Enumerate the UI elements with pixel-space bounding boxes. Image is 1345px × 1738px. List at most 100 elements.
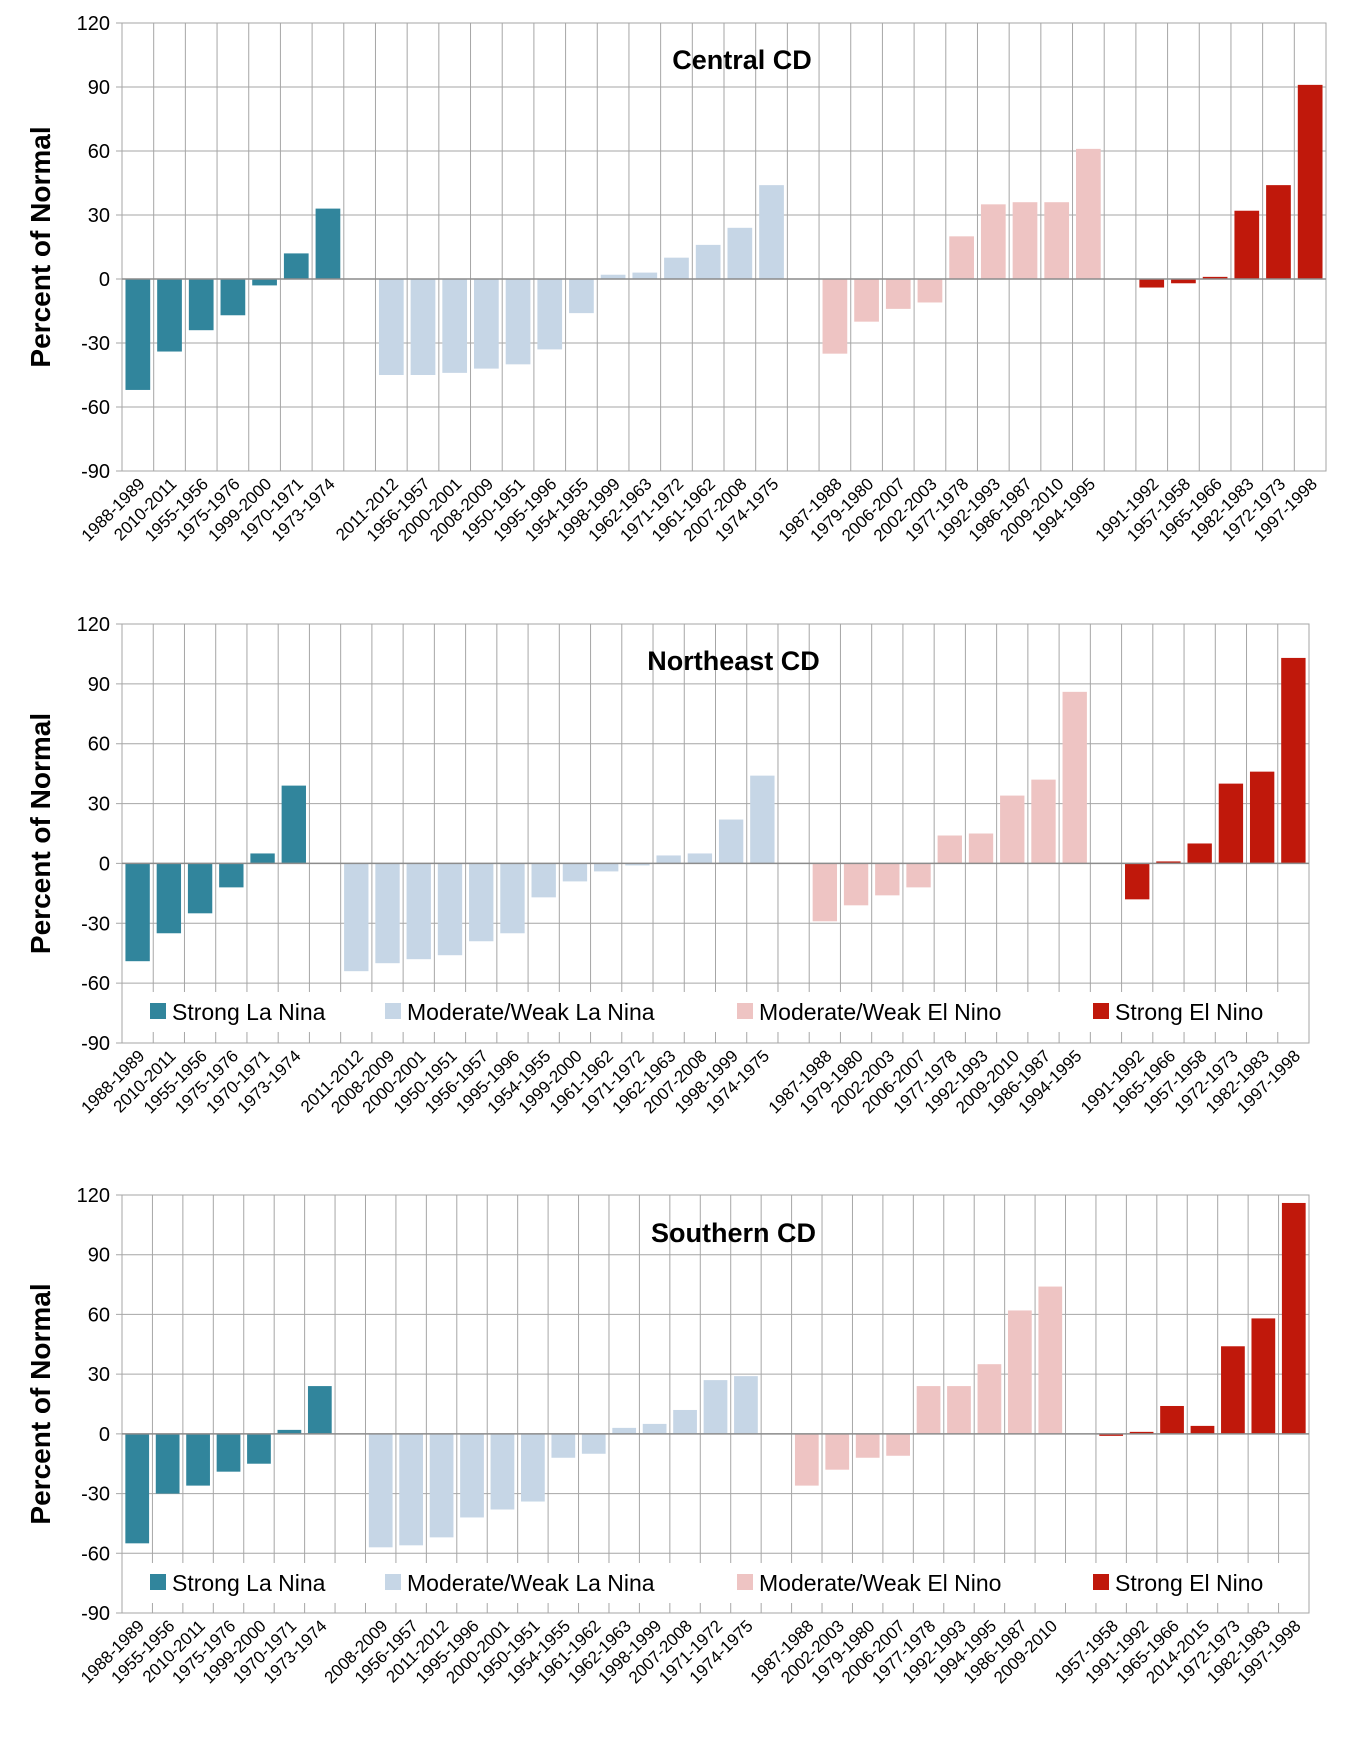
bar [460, 1433, 484, 1518]
y-axis-label: Percent of Normal [25, 713, 56, 954]
bar [551, 1433, 576, 1458]
bar [156, 863, 182, 934]
bar [125, 863, 150, 962]
y-tick-label: 120 [77, 13, 110, 35]
bar [917, 279, 943, 303]
bar [1187, 843, 1212, 864]
bar [759, 185, 784, 279]
bar [664, 257, 689, 279]
y-tick-label: 120 [77, 1185, 110, 1207]
y-tick-label: 60 [88, 141, 110, 163]
bar [315, 208, 341, 279]
bar [1221, 1346, 1245, 1434]
bar [1171, 279, 1196, 284]
chart-panel: -90-60-3003060901201988-19892010-2011195… [25, 614, 1310, 1117]
bar [250, 853, 275, 864]
bar [1076, 148, 1101, 279]
bar [474, 279, 499, 369]
bar [949, 236, 974, 279]
chart-title: Southern CD [651, 1218, 816, 1248]
y-tick-label: -30 [81, 1484, 110, 1506]
y-tick-label: -60 [81, 973, 110, 995]
bar [521, 1433, 545, 1502]
legend-swatch [737, 1003, 753, 1019]
bar [1281, 1202, 1306, 1434]
bar [1266, 185, 1291, 279]
bar [1190, 1425, 1215, 1434]
chart-title: Northeast CD [647, 646, 820, 676]
bar [977, 1364, 1002, 1434]
bar [612, 1427, 637, 1434]
bar [247, 1433, 271, 1464]
bar [1038, 1286, 1063, 1434]
bar [378, 279, 404, 375]
chart-panel: -90-60-3003060901201988-19891955-1956201… [25, 1185, 1310, 1687]
y-tick-label: 120 [77, 614, 110, 636]
bar [812, 863, 838, 922]
y-tick-label: 60 [88, 1304, 110, 1326]
legend-entry: Moderate/Weak El Nino [759, 999, 1001, 1025]
bar [822, 279, 848, 354]
legend-swatch [1093, 1574, 1109, 1590]
bar [216, 1433, 241, 1472]
y-tick-label: 30 [88, 205, 110, 227]
legend-entry: Strong La Nina [172, 999, 326, 1025]
bar [442, 279, 468, 373]
bar [406, 863, 431, 960]
bar [307, 1386, 332, 1434]
y-tick-label: -60 [81, 397, 110, 419]
bar [281, 785, 306, 864]
bar [581, 1433, 606, 1454]
bar [1007, 1310, 1032, 1434]
bar [410, 279, 436, 375]
legend-entry: Strong El Nino [1115, 1570, 1263, 1596]
bar [537, 279, 563, 350]
bar [125, 1433, 150, 1544]
bar [1281, 657, 1306, 864]
bar [642, 1423, 667, 1434]
y-tick-label: -90 [81, 1033, 110, 1055]
y-tick-label: -90 [81, 1603, 110, 1625]
y-tick-label: 30 [88, 794, 110, 816]
bar [186, 1433, 210, 1486]
bar [500, 863, 525, 934]
bar [490, 1433, 515, 1510]
bar [794, 1433, 819, 1486]
bar [1044, 202, 1070, 279]
bar [1297, 84, 1323, 279]
bar [734, 1376, 758, 1434]
bar [252, 279, 277, 286]
bar [843, 863, 869, 906]
y-tick-label: -90 [81, 461, 110, 483]
bar [1139, 279, 1165, 288]
bar [469, 863, 494, 942]
bar [1000, 795, 1025, 864]
bar [727, 227, 753, 279]
legend-swatch [385, 1003, 401, 1019]
y-tick-label: 90 [88, 1245, 110, 1267]
bar [750, 775, 775, 864]
bar [155, 1433, 180, 1494]
bar [718, 819, 744, 864]
bar [906, 863, 931, 888]
bar [437, 863, 463, 956]
bar [344, 863, 369, 972]
bar [187, 863, 213, 914]
chart-panel: -90-60-3003060901201988-19892010-2011195… [25, 13, 1327, 545]
bar [593, 863, 619, 872]
bar [1234, 210, 1260, 279]
chart-title: Central CD [672, 45, 812, 75]
bar [947, 1386, 971, 1434]
bar [886, 1433, 910, 1456]
bar [1156, 861, 1181, 864]
bar [188, 279, 214, 331]
bar [375, 863, 400, 964]
bar [600, 274, 626, 279]
bar [1202, 276, 1228, 279]
bar [855, 1433, 880, 1458]
bar [916, 1386, 941, 1434]
bar [937, 835, 962, 864]
legend-swatch [150, 1003, 166, 1019]
legend-swatch [1093, 1003, 1109, 1019]
